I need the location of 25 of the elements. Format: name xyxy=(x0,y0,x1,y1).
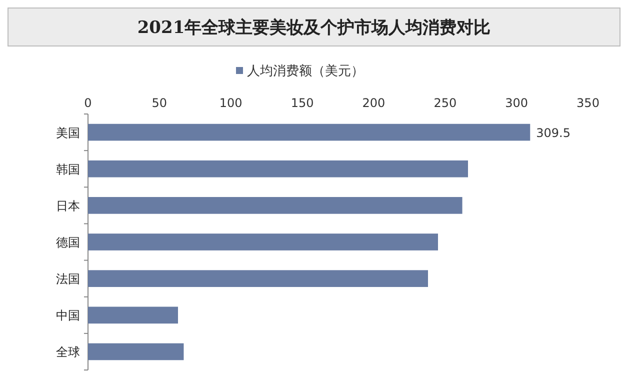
y-tick-label: 德国 xyxy=(56,236,80,250)
y-tick-label: 美国 xyxy=(56,126,80,140)
bar xyxy=(88,124,530,141)
bar xyxy=(88,160,468,178)
y-tick-label: 中国 xyxy=(56,308,80,323)
x-tick-label: 50 xyxy=(152,96,168,110)
x-tick-label: 350 xyxy=(576,96,600,110)
x-tick-label: 150 xyxy=(290,96,314,110)
x-tick-label: 300 xyxy=(505,96,528,110)
y-tick-label: 法国 xyxy=(56,272,80,286)
chart-title: 2021年全球主要美妆及个护市场人均消费对比 xyxy=(137,18,491,38)
bar xyxy=(88,197,462,214)
x-tick-label: 250 xyxy=(434,96,457,110)
bar xyxy=(88,234,438,250)
x-tick-label: 0 xyxy=(84,96,92,110)
y-tick-label: 全球 xyxy=(56,345,80,360)
bar xyxy=(88,306,178,324)
x-tick-label: 200 xyxy=(362,96,386,110)
y-tick-label: 日本 xyxy=(56,198,80,213)
legend-label: 人均消费额（美元） xyxy=(247,63,364,79)
data-label: 309.5 xyxy=(536,126,570,140)
x-tick-label: 100 xyxy=(219,96,242,110)
bar xyxy=(88,343,184,360)
y-tick-label: 韩国 xyxy=(56,162,80,176)
bar xyxy=(88,270,428,287)
